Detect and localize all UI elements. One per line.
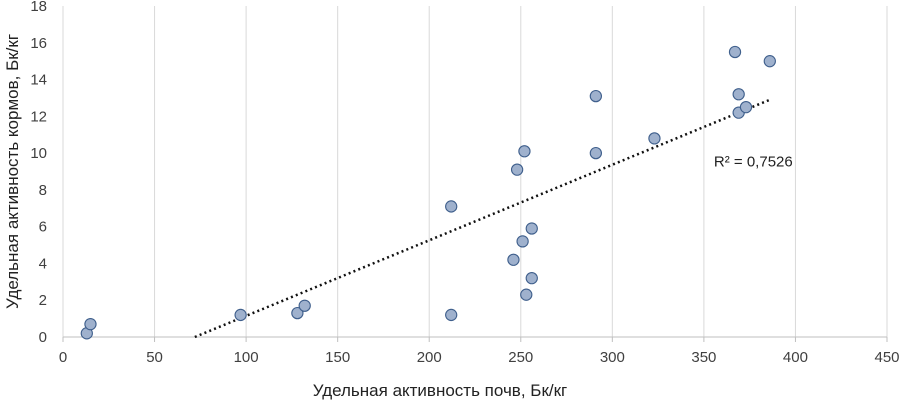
data-point	[589, 146, 603, 160]
y-tick-label: 6	[39, 219, 47, 236]
r-squared-annotation: R² = 0,7526	[714, 154, 793, 171]
data-point	[445, 308, 458, 322]
x-tick-label: 150	[325, 349, 350, 366]
data-point	[291, 306, 304, 320]
y-tick-label: 8	[39, 182, 47, 199]
x-tick-label: 0	[59, 349, 67, 366]
data-point	[510, 163, 524, 176]
x-tick-label: 250	[508, 349, 533, 366]
trendline-group	[194, 98, 771, 339]
y-tick-label: 14	[30, 72, 47, 89]
x-tick-label: 100	[234, 349, 259, 366]
trendline	[194, 98, 771, 339]
x-tick-label: 50	[146, 349, 163, 366]
x-tick-label: 450	[874, 349, 899, 366]
x-tick-label: 400	[783, 349, 808, 366]
y-tick-label: 4	[39, 255, 47, 272]
data-point	[763, 55, 776, 68]
y-tick-label: 16	[30, 35, 47, 52]
y-axis-title: Удельная активность кормов, Бк/кг	[3, 34, 22, 309]
data-point	[516, 235, 529, 248]
data-point	[728, 45, 742, 59]
data-point	[525, 272, 538, 285]
data-point	[732, 88, 745, 101]
grid	[62, 6, 888, 337]
data-point	[518, 145, 531, 158]
data-point	[84, 317, 97, 331]
data-points	[80, 45, 776, 340]
y-tick-label: 18	[30, 0, 47, 15]
data-point	[298, 299, 311, 312]
y-tick-label: 10	[30, 145, 47, 162]
x-tick-label: 350	[691, 349, 716, 366]
data-point	[520, 288, 533, 301]
x-tick-label: 200	[417, 349, 442, 366]
y-tick-label: 12	[30, 108, 47, 125]
data-point	[739, 100, 753, 114]
x-axis-title: Удельная активность почв, Бк/кг	[313, 381, 568, 400]
data-point	[648, 132, 661, 145]
chart-text: 0 50 100 150 200 250 300 350 400 450 0 2 4 6 8 10 12 14 16…	[3, 0, 900, 400]
y-tick-label: 0	[39, 329, 47, 346]
data-point	[234, 308, 247, 322]
data-point	[589, 89, 603, 103]
data-point	[445, 200, 458, 213]
data-point	[507, 253, 520, 266]
axes	[62, 336, 888, 342]
y-tick-label: 2	[39, 292, 47, 309]
x-tick-label: 300	[600, 349, 625, 366]
data-point	[525, 222, 538, 235]
